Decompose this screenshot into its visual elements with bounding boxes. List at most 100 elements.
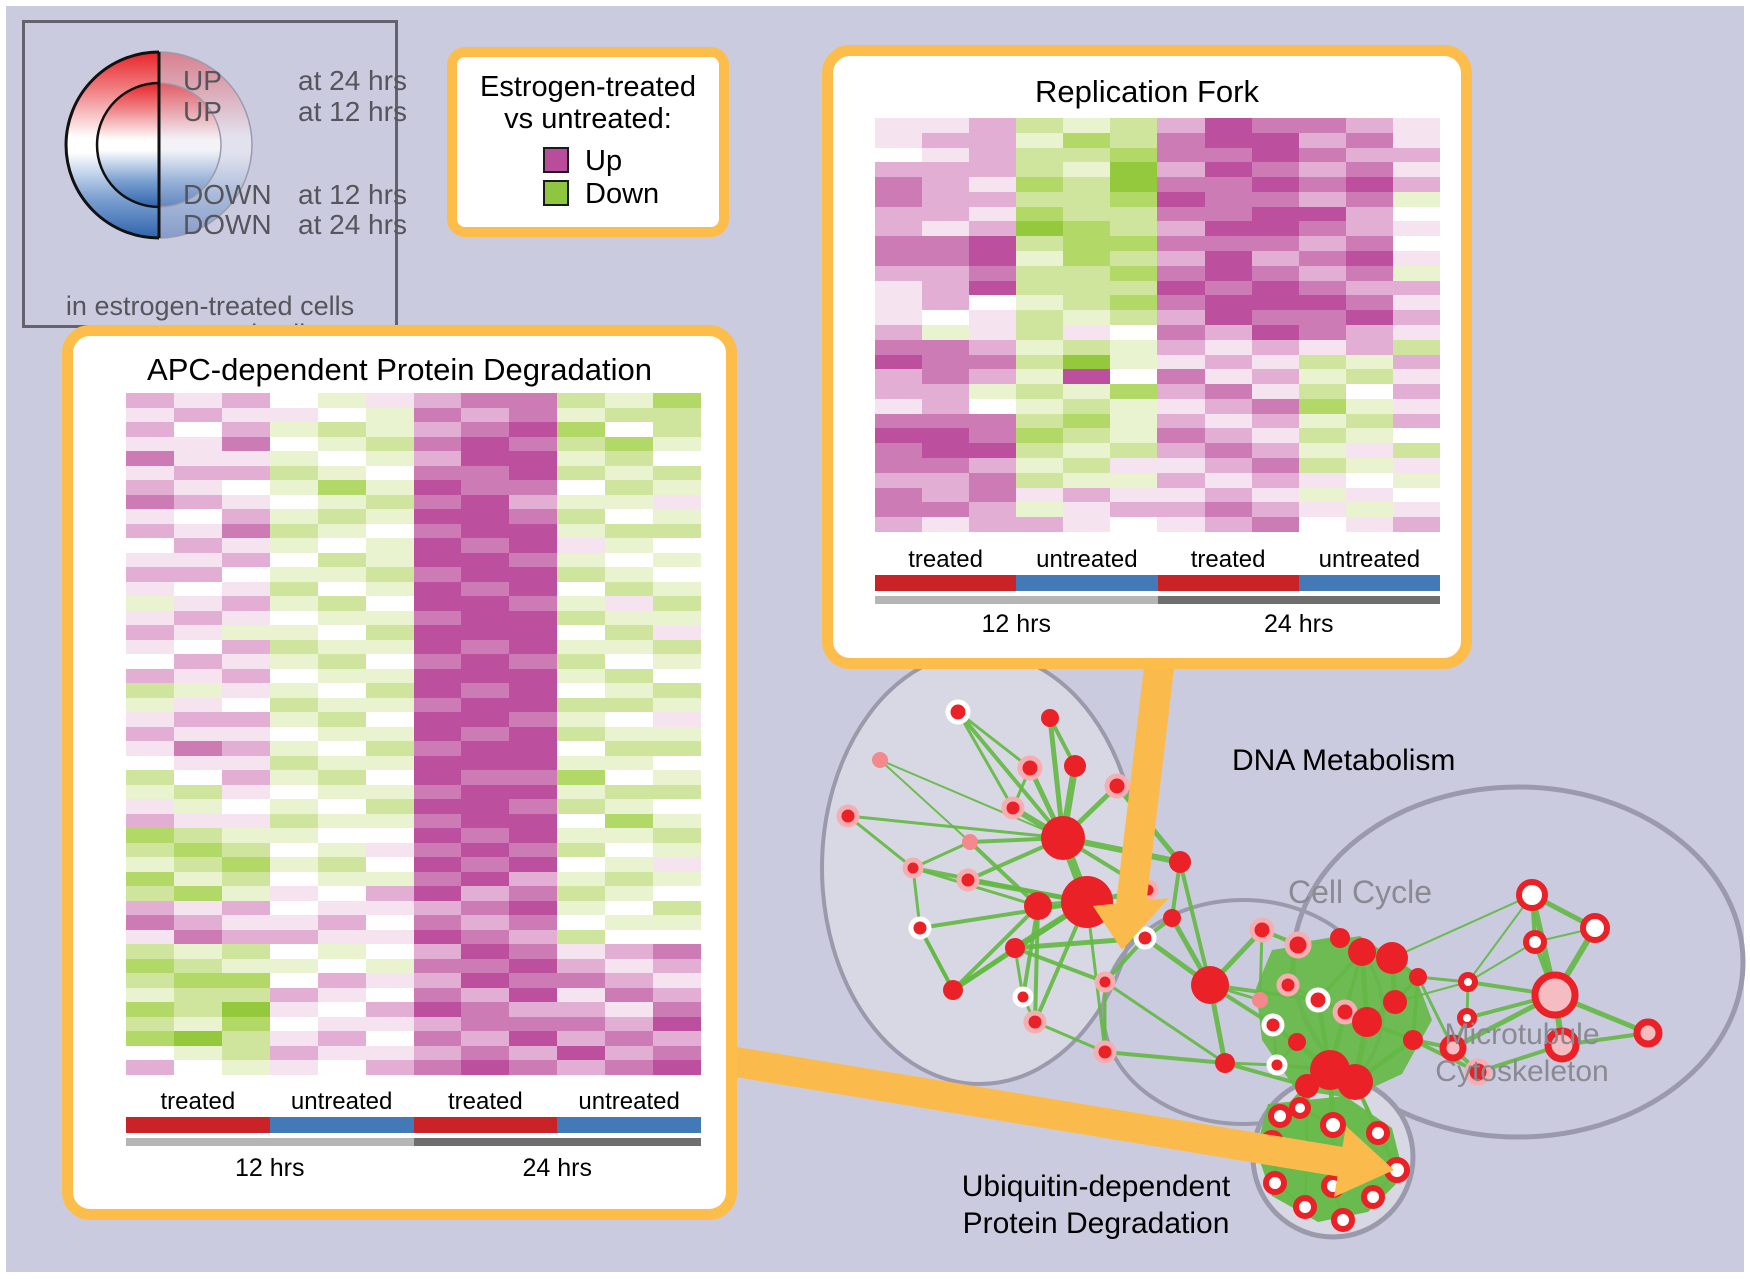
heatmap-cell [557, 944, 606, 959]
heatmap-cell [1157, 472, 1205, 488]
heatmap-cell [875, 398, 923, 414]
heatmap-cell [221, 1031, 270, 1046]
rf-heatmap [875, 118, 1440, 532]
heatmap-cell [605, 741, 654, 756]
network-node [1320, 1112, 1346, 1138]
heatmap-cell [1298, 354, 1346, 370]
heatmap-cell [1063, 118, 1111, 133]
heatmap-cell [1063, 265, 1111, 281]
heatmap-cell [557, 668, 606, 684]
heatmap-cell [221, 654, 270, 669]
heatmap-cell [1345, 295, 1393, 311]
heatmap-cell [317, 987, 366, 1003]
heatmap-cell [653, 465, 701, 481]
heatmap-cell [653, 973, 701, 988]
network-node [962, 834, 978, 850]
heatmap-cell [653, 726, 701, 742]
heatmap-cell [1392, 428, 1440, 444]
heatmap-cell [509, 625, 558, 640]
heatmap-cell [1251, 384, 1299, 399]
heatmap-cell [922, 324, 970, 340]
heatmap-cell [365, 480, 414, 495]
heatmap-cell [1063, 280, 1111, 296]
treatment-bar-segment [413, 1117, 558, 1133]
network-node [1023, 1010, 1047, 1034]
network-node [1041, 709, 1059, 727]
heatmap-cell [1298, 517, 1346, 532]
heatmap-cell [1392, 458, 1440, 473]
heatmap-cell [126, 494, 174, 510]
heatmap-cell [605, 683, 654, 698]
heatmap-cell [922, 458, 970, 473]
heatmap-cell [317, 465, 366, 481]
heatmap-cell [221, 712, 270, 727]
heatmap-cell [557, 436, 606, 452]
heatmap-cell [969, 310, 1017, 325]
ring-time: at 12 hrs [298, 96, 407, 127]
heatmap-cell [1016, 177, 1064, 192]
heatmap-cell [173, 1045, 222, 1061]
heatmap-cell [605, 581, 654, 597]
heatmap-cell [1016, 369, 1064, 385]
heatmap-cell [875, 487, 923, 503]
heatmap-cell [126, 668, 174, 684]
heatmap-cell [413, 958, 462, 974]
rf-time-labels: 12 hrs 24 hrs [875, 610, 1440, 639]
down-color-swatch [543, 180, 569, 206]
heatmap-cell [875, 251, 923, 266]
heatmap-cell [221, 683, 270, 698]
heatmap-cell [413, 538, 462, 553]
heatmap-cell [221, 567, 270, 582]
network-node [943, 980, 963, 1000]
network-edge [951, 946, 1017, 992]
heatmap-cell [126, 828, 174, 843]
network-edge [918, 927, 955, 991]
heatmap-cell [509, 1031, 558, 1046]
heatmap-cell [413, 494, 462, 510]
heatmap-cell [1392, 251, 1440, 266]
heatmap-cell [1110, 413, 1158, 429]
heatmap-cell [173, 596, 222, 611]
heatmap-cell [605, 784, 654, 800]
heatmap-cell [1110, 458, 1158, 473]
heatmap-cell [413, 465, 462, 481]
heatmap-cell [557, 871, 606, 887]
network-node [1012, 986, 1034, 1008]
heatmap-cell [1251, 177, 1299, 192]
heatmap-cell [461, 813, 510, 829]
heatmap-cell [173, 683, 222, 698]
network-node [1305, 987, 1331, 1013]
heatmap-cell [1345, 132, 1393, 148]
heatmap-cell [173, 755, 222, 771]
heatmap-cell [1110, 206, 1158, 222]
heatmap-cell [969, 502, 1017, 518]
heatmap-cell [461, 596, 510, 611]
heatmap-cell [509, 958, 558, 974]
heatmap-cell [653, 886, 701, 901]
heatmap-cell [1063, 384, 1111, 399]
heatmap-cell [1251, 147, 1299, 163]
group-label: treated [160, 1088, 236, 1115]
heatmap-cell [173, 610, 222, 626]
heatmap-cell [221, 422, 270, 437]
heatmap-cell [173, 480, 222, 495]
ring-time: at 12 hrs [298, 179, 407, 210]
ring-row-down-24: DOWN at 24 hrs [183, 209, 407, 241]
heatmap-cell [1016, 413, 1064, 429]
heatmap-cell [1204, 398, 1252, 414]
heatmap-cell [269, 944, 318, 959]
heatmap-cell [1110, 428, 1158, 444]
heatmap-cell [461, 726, 510, 742]
heatmap-cell [1204, 443, 1252, 459]
heatmap-cell [1392, 132, 1440, 148]
heatmap-cell [1016, 147, 1064, 163]
heatmap-cell [509, 799, 558, 814]
heatmap-cell [969, 280, 1017, 296]
network-node [908, 916, 932, 940]
heatmap-cell [126, 857, 174, 872]
heatmap-cell [605, 422, 654, 437]
heatmap-cell [509, 683, 558, 698]
heatmap-cell [509, 552, 558, 568]
heatmap-cell [461, 900, 510, 916]
heatmap-cell [317, 480, 366, 495]
